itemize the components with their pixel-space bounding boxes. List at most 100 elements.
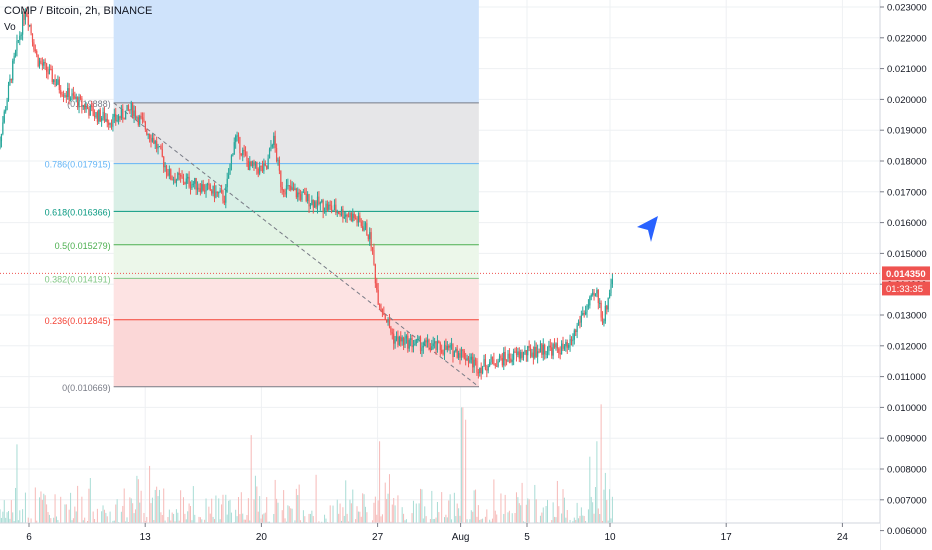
volume-bar-109 [149,465,151,523]
volume-bar-403 [563,497,565,523]
volume-bar-312 [435,517,437,523]
candle-body-270 [376,283,378,290]
candle-body-334 [466,357,468,361]
volume-bar-160 [221,504,223,523]
candle-body-173 [239,137,241,154]
candle-body-72 [96,112,98,122]
fib-level-label-5: 0(0.010669) [62,383,111,393]
candle-body-320 [446,345,448,350]
time-axis[interactable]: 6 13 20 27 Aug 5 10 17 24 [0,522,880,550]
candle-body-391 [546,351,549,354]
candle-body-434 [607,297,609,310]
candle-body-193 [267,158,269,169]
candle-body-411 [575,330,577,332]
price-tick-label-17: 0.006000 [887,526,927,537]
volume-bar-50 [65,504,67,523]
candle-body-9 [7,84,10,101]
volume-bar-112 [153,520,155,523]
candle-body-393 [549,345,551,348]
volume-bar-33 [41,499,43,523]
volume-bar-173 [239,514,241,523]
current-price-badge[interactable] [882,266,930,281]
candle-body-307 [428,339,430,348]
volume-bar-426 [596,441,598,523]
candle-body-385 [538,351,540,353]
volume-bar-218 [302,510,304,523]
volume-bar-110 [150,503,152,523]
volume-bar-58 [77,485,79,523]
volume-bar-215 [298,484,300,523]
candle-body-138 [189,186,192,189]
candle-body-291 [405,335,408,339]
candle-body-408 [570,339,573,342]
volume-bar-372 [520,505,522,523]
candle-body-223 [309,204,312,207]
candle-body-250 [347,216,350,218]
volume-bar-39 [50,518,52,523]
candle-body-205 [284,191,286,195]
candle-body-304 [424,340,426,346]
candle-body-38 [48,69,51,75]
volume-bar-29 [36,520,38,523]
volume-bar-153 [211,498,213,523]
volume-bar-158 [218,498,220,523]
candle-body-339 [473,359,475,368]
candle-body-34 [43,62,45,66]
volume-bar-135 [185,519,187,523]
candle-body-310 [432,343,434,347]
volume-bar-434 [607,520,609,523]
candle-body-99 [134,110,137,119]
candle-body-84 [113,114,115,117]
candle-body-246 [342,209,344,219]
candle-body-292 [407,335,409,349]
volume-bar-49 [64,504,66,523]
candle-body-315 [439,343,441,350]
volume-bar-340 [475,489,477,523]
candle-body-35 [44,62,46,64]
volume-bar-95 [129,497,131,523]
volume-bar-421 [589,456,591,523]
candle-body-62 [82,105,84,107]
candle-body-203 [281,187,283,191]
volume-bar-413 [578,518,580,523]
volume-bar-282 [393,497,395,523]
fib-level-label-0: 0.786(0.017915) [45,160,111,170]
volume-bar-339 [473,490,475,523]
symbol-title[interactable]: COMP / Bitcoin, 2h, BINANCE [4,5,153,17]
candle-body-421 [589,296,591,306]
candle-body-155 [213,185,216,198]
volume-bar-281 [391,504,393,523]
volume-bar-249 [346,513,348,523]
candle-body-168 [232,154,234,156]
volume-bar-244 [339,503,341,523]
volume-bar-330 [460,407,462,523]
volume-bar-46 [60,496,62,523]
candle-body-161 [222,191,224,201]
candle-body-124 [170,169,172,180]
candle-body-15 [16,40,18,51]
candle-body-387 [541,343,543,355]
candle-body-398 [556,343,558,349]
candle-body-435 [608,293,611,298]
candle-body-204 [283,190,285,192]
candle-body-407 [569,339,571,346]
candle-body-298 [415,339,417,344]
volume-bar-114 [156,486,158,523]
candle-body-96 [130,102,132,111]
candle-body-430 [601,317,604,324]
volume-bar-206 [285,521,287,523]
candle-body-103 [140,116,142,118]
volume-bar-348 [486,509,488,523]
candle-body-207 [287,185,289,187]
price-axis[interactable]: 0.023000 0.022000 0.021000 0.020000 0.019000… [879,0,932,550]
volume-bar-418 [585,520,587,523]
volume-bar-145 [199,517,201,523]
volume-bar-13 [13,520,15,523]
candle-body-238 [331,205,333,211]
candle-body-313 [436,340,439,350]
candle-body-184 [254,161,257,166]
volume-bar-52 [68,509,70,523]
candle-body-370 [517,351,519,355]
candle-body-268 [373,249,375,265]
fibonacci-retracement[interactable]: (0.019888) 0.786(0.017915) 0.618(0.016366)… [45,0,480,393]
